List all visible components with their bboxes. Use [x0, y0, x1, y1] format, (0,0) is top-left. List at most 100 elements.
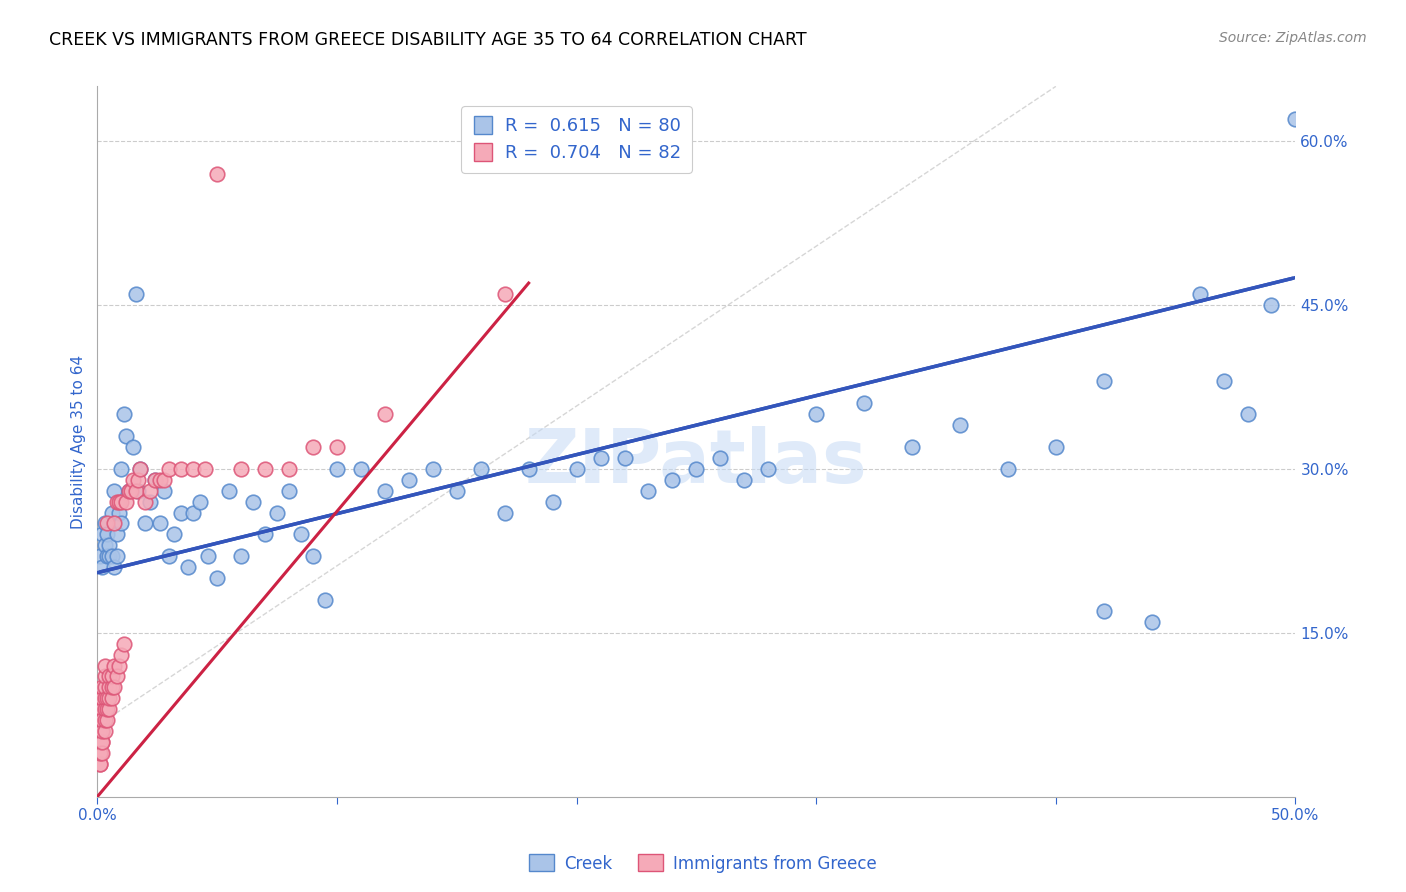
- Point: [143, 473, 166, 487]
- Point: [181, 506, 204, 520]
- Point: [125, 287, 148, 301]
- Point: [733, 473, 755, 487]
- Text: Source: ZipAtlas.com: Source: ZipAtlas.com: [1219, 31, 1367, 45]
- Point: [98, 538, 121, 552]
- Point: [374, 407, 396, 421]
- Point: [89, 549, 111, 564]
- Point: [100, 506, 122, 520]
- Point: [93, 658, 115, 673]
- Point: [103, 483, 125, 498]
- Legend: R =  0.615   N = 80, R =  0.704   N = 82: R = 0.615 N = 80, R = 0.704 N = 82: [461, 106, 692, 173]
- Point: [93, 669, 115, 683]
- Point: [93, 516, 115, 531]
- Point: [326, 440, 349, 454]
- Point: [613, 450, 636, 465]
- Point: [278, 462, 301, 476]
- Point: [105, 527, 128, 541]
- Point: [853, 396, 876, 410]
- Point: [1260, 298, 1282, 312]
- Point: [229, 462, 252, 476]
- Point: [100, 669, 122, 683]
- Point: [96, 527, 118, 541]
- Point: [96, 713, 118, 727]
- Point: [100, 549, 122, 564]
- Point: [494, 506, 516, 520]
- Point: [470, 462, 492, 476]
- Point: [91, 681, 114, 695]
- Point: [949, 418, 972, 433]
- Point: [901, 440, 924, 454]
- Point: [134, 494, 156, 508]
- Point: [89, 746, 111, 760]
- Point: [494, 287, 516, 301]
- Point: [1212, 375, 1234, 389]
- Point: [112, 637, 135, 651]
- Point: [218, 483, 240, 498]
- Point: [177, 560, 200, 574]
- Point: [806, 407, 828, 421]
- Point: [89, 713, 111, 727]
- Point: [103, 658, 125, 673]
- Point: [117, 483, 139, 498]
- Point: [1140, 615, 1163, 629]
- Point: [110, 516, 132, 531]
- Point: [254, 527, 277, 541]
- Point: [91, 702, 114, 716]
- Point: [756, 462, 779, 476]
- Point: [100, 691, 122, 706]
- Point: [89, 724, 111, 739]
- Point: [565, 462, 588, 476]
- Point: [422, 462, 444, 476]
- Point: [266, 506, 288, 520]
- Point: [181, 462, 204, 476]
- Point: [89, 724, 111, 739]
- Point: [143, 473, 166, 487]
- Point: [93, 681, 115, 695]
- Point: [254, 462, 277, 476]
- Point: [1188, 287, 1211, 301]
- Point: [127, 483, 149, 498]
- Point: [89, 713, 111, 727]
- Point: [89, 756, 111, 771]
- Point: [190, 494, 212, 508]
- Point: [129, 462, 152, 476]
- Point: [205, 571, 228, 585]
- Point: [108, 506, 131, 520]
- Point: [105, 494, 128, 508]
- Point: [89, 735, 111, 749]
- Point: [96, 702, 118, 716]
- Point: [115, 429, 138, 443]
- Point: [89, 756, 111, 771]
- Point: [98, 691, 121, 706]
- Point: [120, 483, 142, 498]
- Point: [91, 735, 114, 749]
- Point: [194, 462, 217, 476]
- Point: [314, 593, 336, 607]
- Point: [91, 735, 114, 749]
- Point: [170, 462, 193, 476]
- Point: [1092, 604, 1115, 618]
- Point: [398, 473, 420, 487]
- Point: [108, 494, 131, 508]
- Point: [110, 648, 132, 662]
- Point: [541, 494, 564, 508]
- Point: [517, 462, 540, 476]
- Point: [98, 681, 121, 695]
- Point: [103, 516, 125, 531]
- Point: [125, 483, 148, 498]
- Point: [91, 713, 114, 727]
- Point: [89, 746, 111, 760]
- Point: [89, 735, 111, 749]
- Point: [89, 735, 111, 749]
- Point: [108, 658, 131, 673]
- Point: [134, 516, 156, 531]
- Point: [91, 691, 114, 706]
- Point: [997, 462, 1019, 476]
- Text: CREEK VS IMMIGRANTS FROM GREECE DISABILITY AGE 35 TO 64 CORRELATION CHART: CREEK VS IMMIGRANTS FROM GREECE DISABILI…: [49, 31, 807, 49]
- Point: [153, 483, 176, 498]
- Point: [89, 735, 111, 749]
- Point: [709, 450, 731, 465]
- Point: [93, 538, 115, 552]
- Point: [302, 440, 325, 454]
- Point: [105, 669, 128, 683]
